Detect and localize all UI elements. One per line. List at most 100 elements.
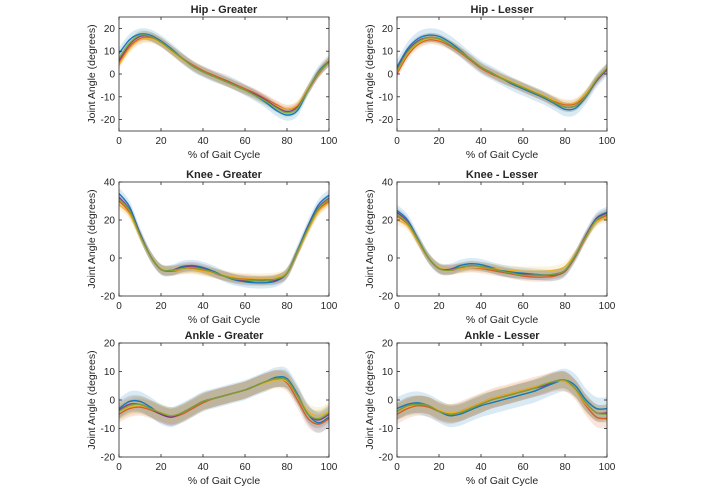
x-tick-label: 20 [155, 462, 167, 473]
x-tick-label: 20 [433, 136, 445, 147]
y-axis-label: Joint Angle (degrees) [86, 24, 98, 123]
plot-area [119, 187, 329, 289]
series-0-band [397, 204, 607, 282]
panel-4: 0 20 40 60 80 100 -20 -10 0 10 20 Ankle - Greater % … [86, 330, 338, 487]
y-tick-label: 20 [104, 339, 116, 350]
y-tick-label: -20 [101, 453, 116, 464]
y-tick-label: -20 [101, 115, 116, 126]
x-axis-label: % of Gait Cycle [466, 314, 539, 326]
y-tick-label: 20 [104, 216, 116, 227]
y-tick-label: 0 [109, 70, 115, 81]
series-3-line [119, 34, 329, 113]
x-tick-label: 20 [155, 136, 167, 147]
x-axis-label: % of Gait Cycle [188, 314, 261, 326]
y-tick-label: 0 [109, 396, 115, 407]
y-axis-label: Joint Angle (degrees) [364, 189, 376, 288]
y-tick-label: 10 [382, 47, 394, 58]
x-tick-label: 0 [394, 462, 400, 473]
panel-title: Ankle - Lesser [464, 330, 540, 342]
series-0-band [397, 28, 607, 117]
x-tick-label: 60 [517, 301, 529, 312]
x-tick-label: 80 [559, 136, 571, 147]
plot-area [119, 366, 329, 433]
y-tick-label: 20 [382, 24, 394, 35]
x-tick-label: 80 [281, 462, 293, 473]
series-2-line [397, 37, 607, 105]
panel-title: Ankle - Greater [185, 330, 265, 342]
panel-title: Knee - Greater [186, 169, 263, 181]
y-tick-label: -20 [101, 292, 116, 303]
series-4-line [119, 198, 329, 282]
y-tick-label: -10 [101, 424, 116, 435]
panel-title: Hip - Greater [191, 4, 258, 16]
x-tick-label: 100 [321, 462, 338, 473]
series-4-line [397, 213, 607, 276]
x-tick-label: 0 [116, 462, 122, 473]
series-2-band [119, 33, 329, 114]
x-tick-label: 60 [517, 136, 529, 147]
panel-0: 0 20 40 60 80 100 -20 -10 0 10 20 Hip - Greater % of… [86, 4, 338, 161]
series-4-band [119, 369, 329, 428]
series-1-line [119, 200, 329, 281]
series-4-line [397, 36, 607, 109]
x-tick-label: 20 [155, 301, 167, 312]
x-tick-label: 0 [394, 136, 400, 147]
x-axis-label: % of Gait Cycle [466, 149, 539, 161]
panel-title: Knee - Lesser [466, 169, 539, 181]
x-tick-label: 60 [239, 462, 251, 473]
x-axis-label: % of Gait Cycle [466, 475, 539, 487]
series-4-line [119, 34, 329, 114]
plot-area [397, 28, 607, 117]
y-tick-label: -20 [379, 115, 394, 126]
axes-box [118, 181, 330, 297]
x-tick-label: 40 [475, 136, 487, 147]
x-tick-label: 60 [239, 301, 251, 312]
y-tick-label: 0 [387, 70, 393, 81]
plot-area [119, 28, 329, 121]
y-tick-label: 10 [104, 367, 116, 378]
series-3-band [119, 369, 329, 429]
x-tick-label: 80 [281, 301, 293, 312]
x-tick-label: 100 [599, 462, 616, 473]
y-tick-label: -10 [379, 424, 394, 435]
y-tick-label: -10 [101, 92, 116, 103]
x-tick-label: 40 [197, 301, 209, 312]
plot-area [397, 204, 607, 282]
x-tick-label: 40 [475, 462, 487, 473]
x-tick-label: 40 [197, 462, 209, 473]
series-3-band [119, 30, 329, 117]
y-tick-label: -20 [379, 292, 394, 303]
y-tick-label: 10 [104, 47, 116, 58]
y-tick-label: 40 [382, 178, 394, 189]
y-axis-label: Joint Angle (degrees) [364, 350, 376, 449]
plot-area [397, 368, 607, 429]
panel-title: Hip - Lesser [471, 4, 535, 16]
panel-1: 0 20 40 60 80 100 -20 -10 0 10 20 Hip - Lesser % of … [364, 4, 616, 161]
series-2-line [119, 202, 329, 279]
series-4-line [397, 378, 607, 415]
y-tick-label: 0 [387, 396, 393, 407]
x-tick-label: 0 [116, 136, 122, 147]
x-tick-label: 100 [321, 136, 338, 147]
y-axis-label: Joint Angle (degrees) [86, 350, 98, 449]
series-2-band [119, 371, 329, 425]
y-axis-label: Joint Angle (degrees) [86, 189, 98, 288]
y-tick-label: 10 [382, 367, 394, 378]
x-tick-label: 100 [599, 136, 616, 147]
x-tick-label: 40 [475, 301, 487, 312]
x-tick-label: 100 [321, 301, 338, 312]
series-3-line [119, 196, 329, 282]
y-tick-label: -20 [379, 453, 394, 464]
x-tick-label: 60 [239, 136, 251, 147]
series-0-line [119, 192, 329, 284]
y-tick-label: -10 [379, 92, 394, 103]
x-tick-label: 80 [281, 136, 293, 147]
series-1-band [397, 210, 607, 282]
y-tick-label: 20 [382, 339, 394, 350]
y-tick-label: 0 [109, 254, 115, 265]
y-tick-label: 20 [382, 216, 394, 227]
axes-box [396, 181, 608, 297]
